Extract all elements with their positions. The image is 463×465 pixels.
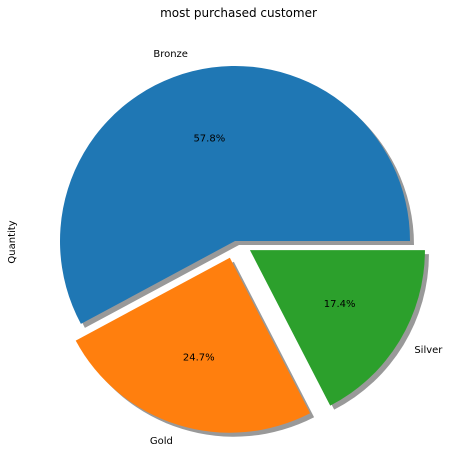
slice-percent-gold: 24.7% bbox=[183, 353, 215, 364]
y-axis-label: Quantity bbox=[7, 220, 18, 263]
slice-label-silver: Silver bbox=[414, 345, 443, 356]
slice-labels: Bronze 57.8% Gold 24.7% Silver 17.4% bbox=[150, 49, 443, 447]
pie-slice-silver bbox=[249, 250, 425, 406]
pie-slice-gold bbox=[75, 257, 311, 433]
pie-slices bbox=[59, 65, 425, 433]
pie-slice-bronze bbox=[59, 65, 410, 324]
slice-percent-bronze: 57.8% bbox=[193, 134, 225, 145]
slice-percent-silver: 17.4% bbox=[324, 299, 356, 310]
chart-title: most purchased customer bbox=[160, 6, 317, 20]
slice-label-bronze: Bronze bbox=[153, 49, 188, 60]
slice-label-gold: Gold bbox=[150, 436, 173, 447]
